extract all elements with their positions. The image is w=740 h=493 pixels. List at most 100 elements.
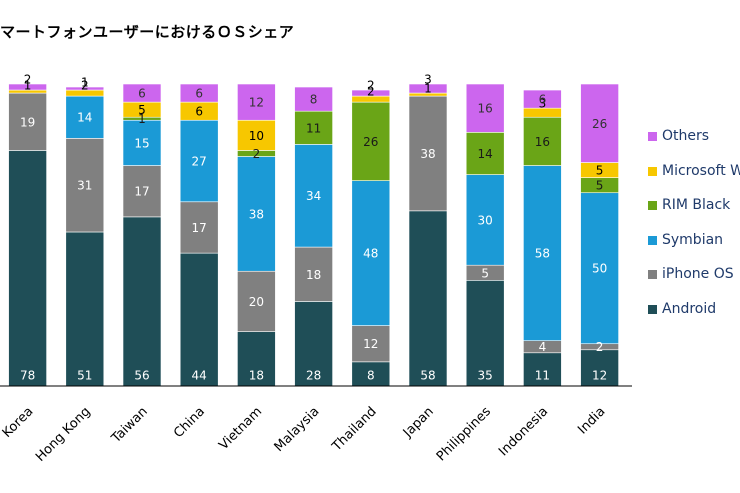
data-label: 5 <box>138 103 146 117</box>
bar-segment <box>351 101 391 181</box>
data-label: 27 <box>192 155 207 169</box>
data-label: 2 <box>24 73 32 87</box>
data-label: 1 <box>81 76 89 90</box>
data-label: 6 <box>138 87 146 101</box>
bar-segment <box>294 246 333 302</box>
data-label: 38 <box>420 147 435 161</box>
x-tick-label: Indonesia <box>496 404 551 459</box>
x-tick-label: Philippines <box>434 404 494 464</box>
data-label: 26 <box>363 135 378 149</box>
bar-segment <box>580 83 619 163</box>
data-label: 1 <box>138 112 146 126</box>
legend-swatch <box>648 305 657 314</box>
bar-segment <box>237 119 276 151</box>
bar-segment <box>523 352 562 387</box>
data-label: 12 <box>363 337 378 351</box>
bar-segment <box>580 192 619 345</box>
data-label: 34 <box>306 189 321 203</box>
legend-label: iPhone OS <box>662 266 734 283</box>
data-label: 6 <box>539 93 547 107</box>
data-label: 1 <box>24 79 32 93</box>
x-tick-label: Hong Kong <box>33 404 94 465</box>
bar-segment <box>65 95 105 139</box>
data-label: 6 <box>195 105 203 119</box>
x-tick-label: Taiwan <box>108 404 151 447</box>
legend-swatch <box>648 270 657 280</box>
bar-segment <box>294 301 333 387</box>
data-label: 2 <box>81 79 89 93</box>
legend-label: RIM Black <box>662 197 731 214</box>
chart-title: マートフォンユーザーにおけるＯＳシェア <box>0 23 295 41</box>
bar-segment <box>122 119 162 166</box>
bar-segment <box>237 156 276 272</box>
bar-segment <box>351 180 391 326</box>
bar-segment <box>237 83 276 121</box>
data-label: 15 <box>134 136 149 150</box>
bar-segment <box>65 86 105 91</box>
data-label: 48 <box>363 247 378 261</box>
data-label: 44 <box>192 369 207 383</box>
x-tick-label: Malaysia <box>272 404 323 455</box>
data-label: 14 <box>77 111 92 125</box>
bar-segment <box>237 270 276 332</box>
bar-segment <box>237 331 276 387</box>
data-label: 16 <box>535 135 550 149</box>
data-label: 2 <box>367 79 375 93</box>
data-label: 78 <box>20 369 35 383</box>
legend-label: Android <box>662 301 717 317</box>
bar-segment <box>65 231 105 387</box>
legend-swatch <box>648 201 657 211</box>
bar-segment <box>179 252 219 387</box>
data-label: 1 <box>424 82 432 96</box>
data-label: 20 <box>249 295 264 309</box>
bar-segment <box>179 201 219 254</box>
data-label: 11 <box>306 121 321 135</box>
x-tick-label: Japan <box>400 404 437 441</box>
bar-segment <box>465 83 505 133</box>
legend-swatch <box>648 166 657 176</box>
bar-segment <box>122 216 162 387</box>
data-label: 50 <box>592 262 607 276</box>
bar-segment <box>179 83 219 103</box>
data-label: 12 <box>592 369 607 383</box>
x-tick-label: China <box>171 404 208 441</box>
x-tick-label: Thailand <box>329 404 380 455</box>
x-tick-label: Korea <box>0 404 36 441</box>
data-label: 2 <box>596 340 604 354</box>
data-label: 3 <box>539 97 547 111</box>
data-label: 16 <box>478 102 493 116</box>
data-label: 10 <box>249 129 264 143</box>
bar-segment <box>122 83 162 103</box>
data-label: 28 <box>306 369 321 383</box>
bar-segment <box>8 92 47 151</box>
legend-swatch <box>648 132 657 141</box>
bar-segment <box>8 150 47 387</box>
data-label: 6 <box>195 87 203 101</box>
bar-segment <box>122 165 162 218</box>
x-tick-label: India <box>575 404 608 437</box>
bar-segment <box>351 325 391 363</box>
data-label: 35 <box>478 369 493 383</box>
data-label: 18 <box>306 268 321 282</box>
data-label: 31 <box>77 179 92 193</box>
bar-segment <box>580 349 619 387</box>
data-label: 5 <box>596 164 604 178</box>
legend-label: Symbian <box>662 231 724 248</box>
data-label: 58 <box>420 369 435 383</box>
data-label: 17 <box>192 221 207 235</box>
legend-label: Microsoft W <box>662 162 740 179</box>
bar-segment <box>465 132 505 175</box>
bar-segment <box>351 89 391 97</box>
data-label: 14 <box>478 147 493 161</box>
data-label: 17 <box>134 185 149 199</box>
bar-segment <box>294 144 333 248</box>
data-label: 3 <box>424 73 432 87</box>
bar-segment <box>523 89 562 109</box>
data-label: 8 <box>310 93 318 107</box>
data-label: 4 <box>539 340 547 354</box>
data-label: 11 <box>535 369 550 383</box>
data-label: 58 <box>535 247 550 261</box>
data-label: 5 <box>596 179 604 193</box>
x-tick-label: Vietnam <box>216 404 265 453</box>
